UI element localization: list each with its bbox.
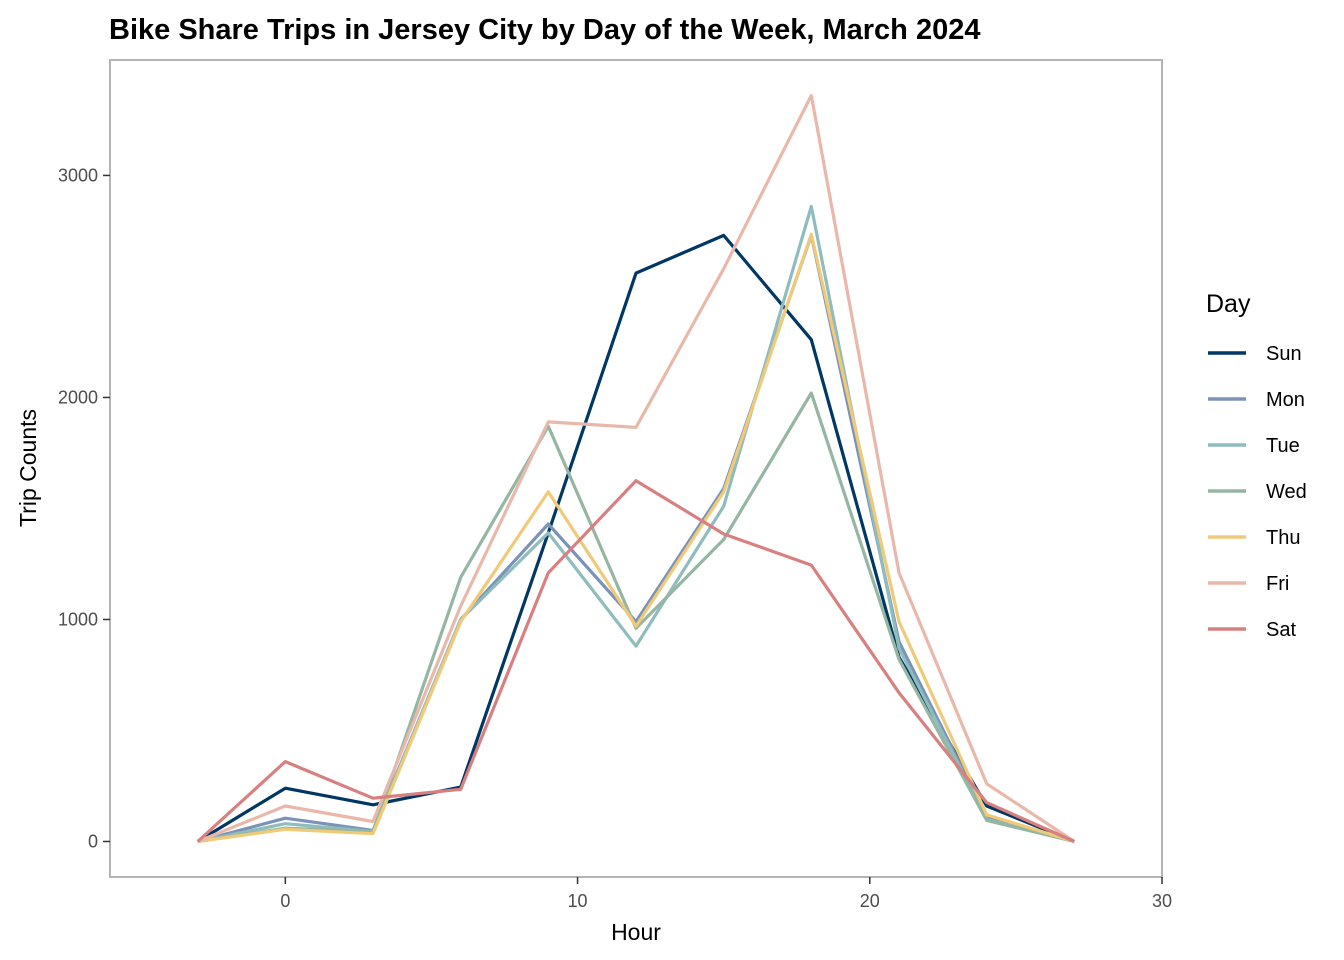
x-tick-label: 20 (860, 891, 880, 911)
series-line-sun (196, 233, 1075, 843)
series-line-wed (197, 391, 1075, 844)
y-tick-label: 2000 (58, 387, 98, 407)
series-line-fri (197, 93, 1076, 843)
legend-label-sat: Sat (1266, 619, 1296, 641)
y-tick-label: 0 (88, 831, 98, 851)
plot-panel-border (109, 59, 1163, 878)
x-axis: 0 10 20 30 (280, 877, 1172, 911)
x-tick-label: 0 (280, 891, 290, 911)
series-line-sat (196, 479, 1075, 843)
legend-label-wed: Wed (1266, 481, 1307, 503)
series-lines (196, 93, 1076, 844)
y-axis-title: Trip Counts (15, 409, 41, 527)
legend-label-thu: Thu (1266, 527, 1300, 549)
legend-label-sun: Sun (1266, 343, 1302, 365)
legend: Sun Mon Tue Wed Thu Fri Sat (1208, 343, 1307, 641)
legend-title: Day (1206, 290, 1251, 318)
chart-title: Bike Share Trips in Jersey City by Day o… (109, 14, 980, 46)
series-line-mon (197, 233, 1075, 844)
y-tick-label: 3000 (58, 165, 98, 185)
legend-label-fri: Fri (1266, 573, 1289, 595)
x-tick-label: 30 (1152, 891, 1172, 911)
legend-label-tue: Tue (1266, 435, 1300, 457)
x-axis-title: Hour (611, 919, 661, 945)
series-line-thu (197, 232, 1075, 844)
y-axis: 0 1000 2000 3000 (58, 165, 110, 851)
y-tick-label: 1000 (58, 609, 98, 629)
x-tick-label: 10 (568, 891, 588, 911)
legend-label-mon: Mon (1266, 389, 1305, 411)
